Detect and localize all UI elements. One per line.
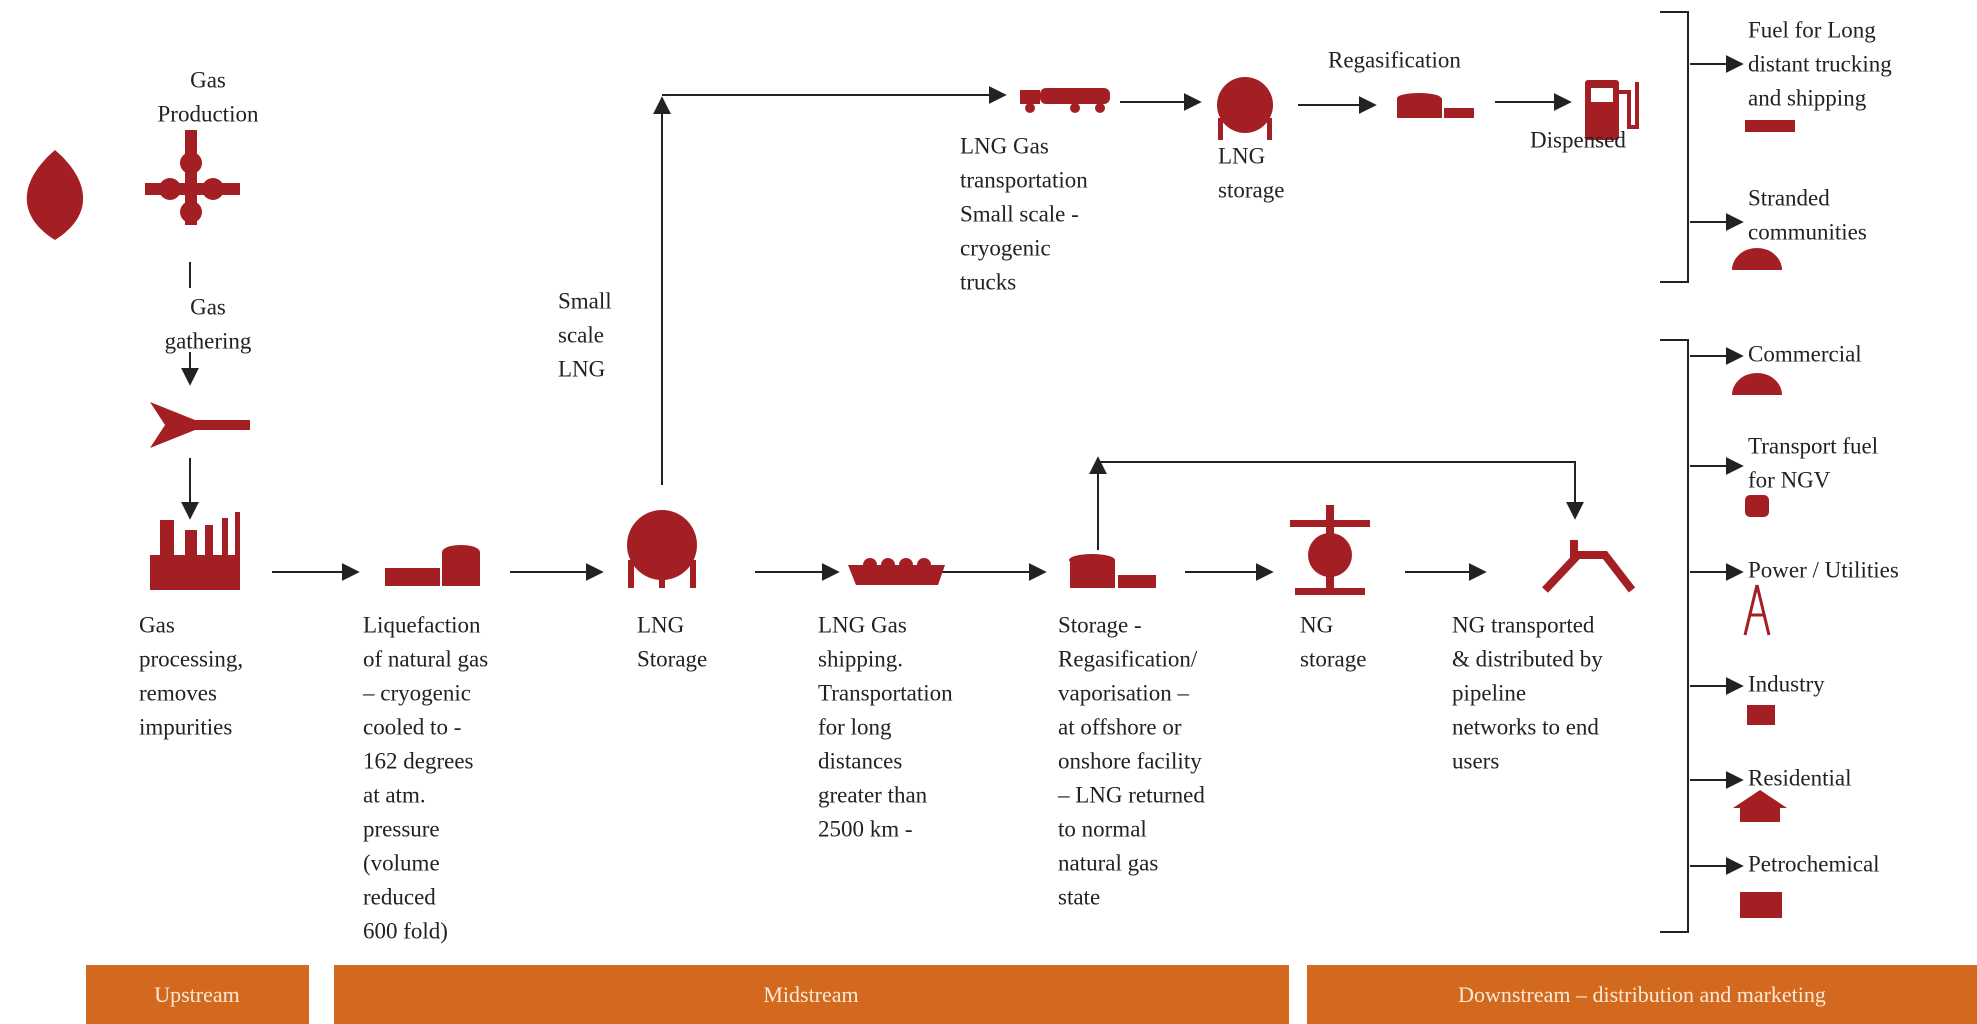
ng-storage-icon xyxy=(1290,505,1370,595)
label-line: LNG Gas xyxy=(960,133,1049,158)
connectors xyxy=(181,11,1689,933)
label-line: at offshore or xyxy=(1058,714,1182,739)
lng-storage-icon xyxy=(627,510,697,588)
label-line: Power / Utilities xyxy=(1748,557,1899,582)
label-line: Storage xyxy=(637,646,707,671)
label-line: users xyxy=(1452,748,1499,773)
label-line: distances xyxy=(818,748,902,773)
label-line: 600 fold) xyxy=(363,918,448,943)
bracket xyxy=(1660,11,1689,283)
label-line: LNG xyxy=(637,612,684,637)
stage-label: Upstream xyxy=(154,982,240,1007)
label-line: Residential xyxy=(1748,765,1851,790)
label-line: removes xyxy=(139,680,217,705)
icons xyxy=(26,77,1795,918)
label-line: impurities xyxy=(139,714,232,739)
label-line: for long xyxy=(818,714,892,739)
label-line: storage xyxy=(1218,177,1284,202)
label-line: LNG Gas xyxy=(818,612,907,637)
stage-label: Midstream xyxy=(763,982,858,1007)
label-line: Dispensed xyxy=(1530,127,1626,152)
label-line: Stranded xyxy=(1748,185,1830,210)
label-line: Production xyxy=(158,101,259,126)
label-line: storage xyxy=(1300,646,1366,671)
label-line: greater than xyxy=(818,782,928,807)
label-line: Regasification xyxy=(1328,47,1461,72)
label-line: cryogenic xyxy=(960,235,1051,260)
label-line: networks to end xyxy=(1452,714,1599,739)
label-line: natural gas xyxy=(1058,850,1158,875)
label-line: & distributed by xyxy=(1452,646,1603,671)
label-line: distant trucking xyxy=(1748,51,1892,76)
regas-icon xyxy=(1069,554,1156,588)
label-line: Commercial xyxy=(1748,341,1862,366)
label-line: gathering xyxy=(165,328,252,353)
stage-bar xyxy=(86,965,309,1024)
label-line: LNG xyxy=(558,356,605,381)
label-line: reduced xyxy=(363,884,436,909)
bracket xyxy=(1660,339,1689,933)
label-line: (volume xyxy=(363,850,440,875)
label-line: NG xyxy=(1300,612,1333,637)
label-line: Industry xyxy=(1748,671,1825,696)
label-line: at atm. xyxy=(363,782,426,807)
arrow xyxy=(1098,461,1584,520)
label-line: state xyxy=(1058,884,1100,909)
lng-storage-small-icon xyxy=(1217,77,1273,140)
label-line: onshore facility xyxy=(1058,748,1202,773)
label-line: scale xyxy=(558,322,604,347)
label-line: pressure xyxy=(363,816,440,841)
label-line: Small xyxy=(558,288,612,313)
output-icons xyxy=(1732,120,1795,918)
label-line: pipeline xyxy=(1452,680,1526,705)
label-line: processing, xyxy=(139,646,243,671)
liquefaction-icon xyxy=(385,545,480,586)
flame-icon xyxy=(26,150,84,240)
label-line: Liquefaction xyxy=(363,612,481,637)
label-line: trucks xyxy=(960,269,1016,294)
label-line: Storage - xyxy=(1058,612,1142,637)
label-line: to normal xyxy=(1058,816,1147,841)
label-line: Regasification/ xyxy=(1058,646,1198,671)
truck-icon xyxy=(1020,88,1110,113)
label-line: Transport fuel xyxy=(1748,433,1878,458)
label-line: of natural gas xyxy=(363,646,488,671)
label-line: Transportation xyxy=(818,680,953,705)
pipeline-icon xyxy=(1542,540,1636,593)
label-line: 2500 km - xyxy=(818,816,913,841)
ship-icon xyxy=(848,558,945,585)
label-line: – cryogenic xyxy=(362,680,471,705)
stage-label: Downstream – distribution and marketing xyxy=(1458,982,1826,1007)
label-line: for NGV xyxy=(1748,467,1831,492)
label-line: 162 degrees xyxy=(363,748,474,773)
processing-icon xyxy=(150,512,240,590)
label-line: Gas xyxy=(190,294,226,319)
label-line: and shipping xyxy=(1748,85,1867,110)
pump-icon xyxy=(1585,80,1639,140)
stage-bars xyxy=(86,965,1977,1024)
gathering-icon xyxy=(150,402,250,448)
stage-bar xyxy=(1307,965,1977,1024)
wellhead-icon xyxy=(145,130,240,225)
label-line: vaporisation – xyxy=(1058,680,1189,705)
label-line: communities xyxy=(1748,219,1867,244)
label-line: Petrochemical xyxy=(1748,851,1880,876)
label-line: Small scale - xyxy=(960,201,1079,226)
stage-bar xyxy=(334,965,1289,1024)
label-line: Fuel for Long xyxy=(1748,17,1876,42)
label-line: Gas xyxy=(139,612,175,637)
label-line: cooled to - xyxy=(363,714,461,739)
label-line: shipping. xyxy=(818,646,903,671)
label-line: LNG xyxy=(1218,143,1265,168)
label-line: – LNG returned xyxy=(1057,782,1205,807)
label-line: NG transported xyxy=(1452,612,1595,637)
regas-small-icon xyxy=(1397,93,1474,118)
label-line: transportation xyxy=(960,167,1088,192)
label-line: Gas xyxy=(190,67,226,92)
